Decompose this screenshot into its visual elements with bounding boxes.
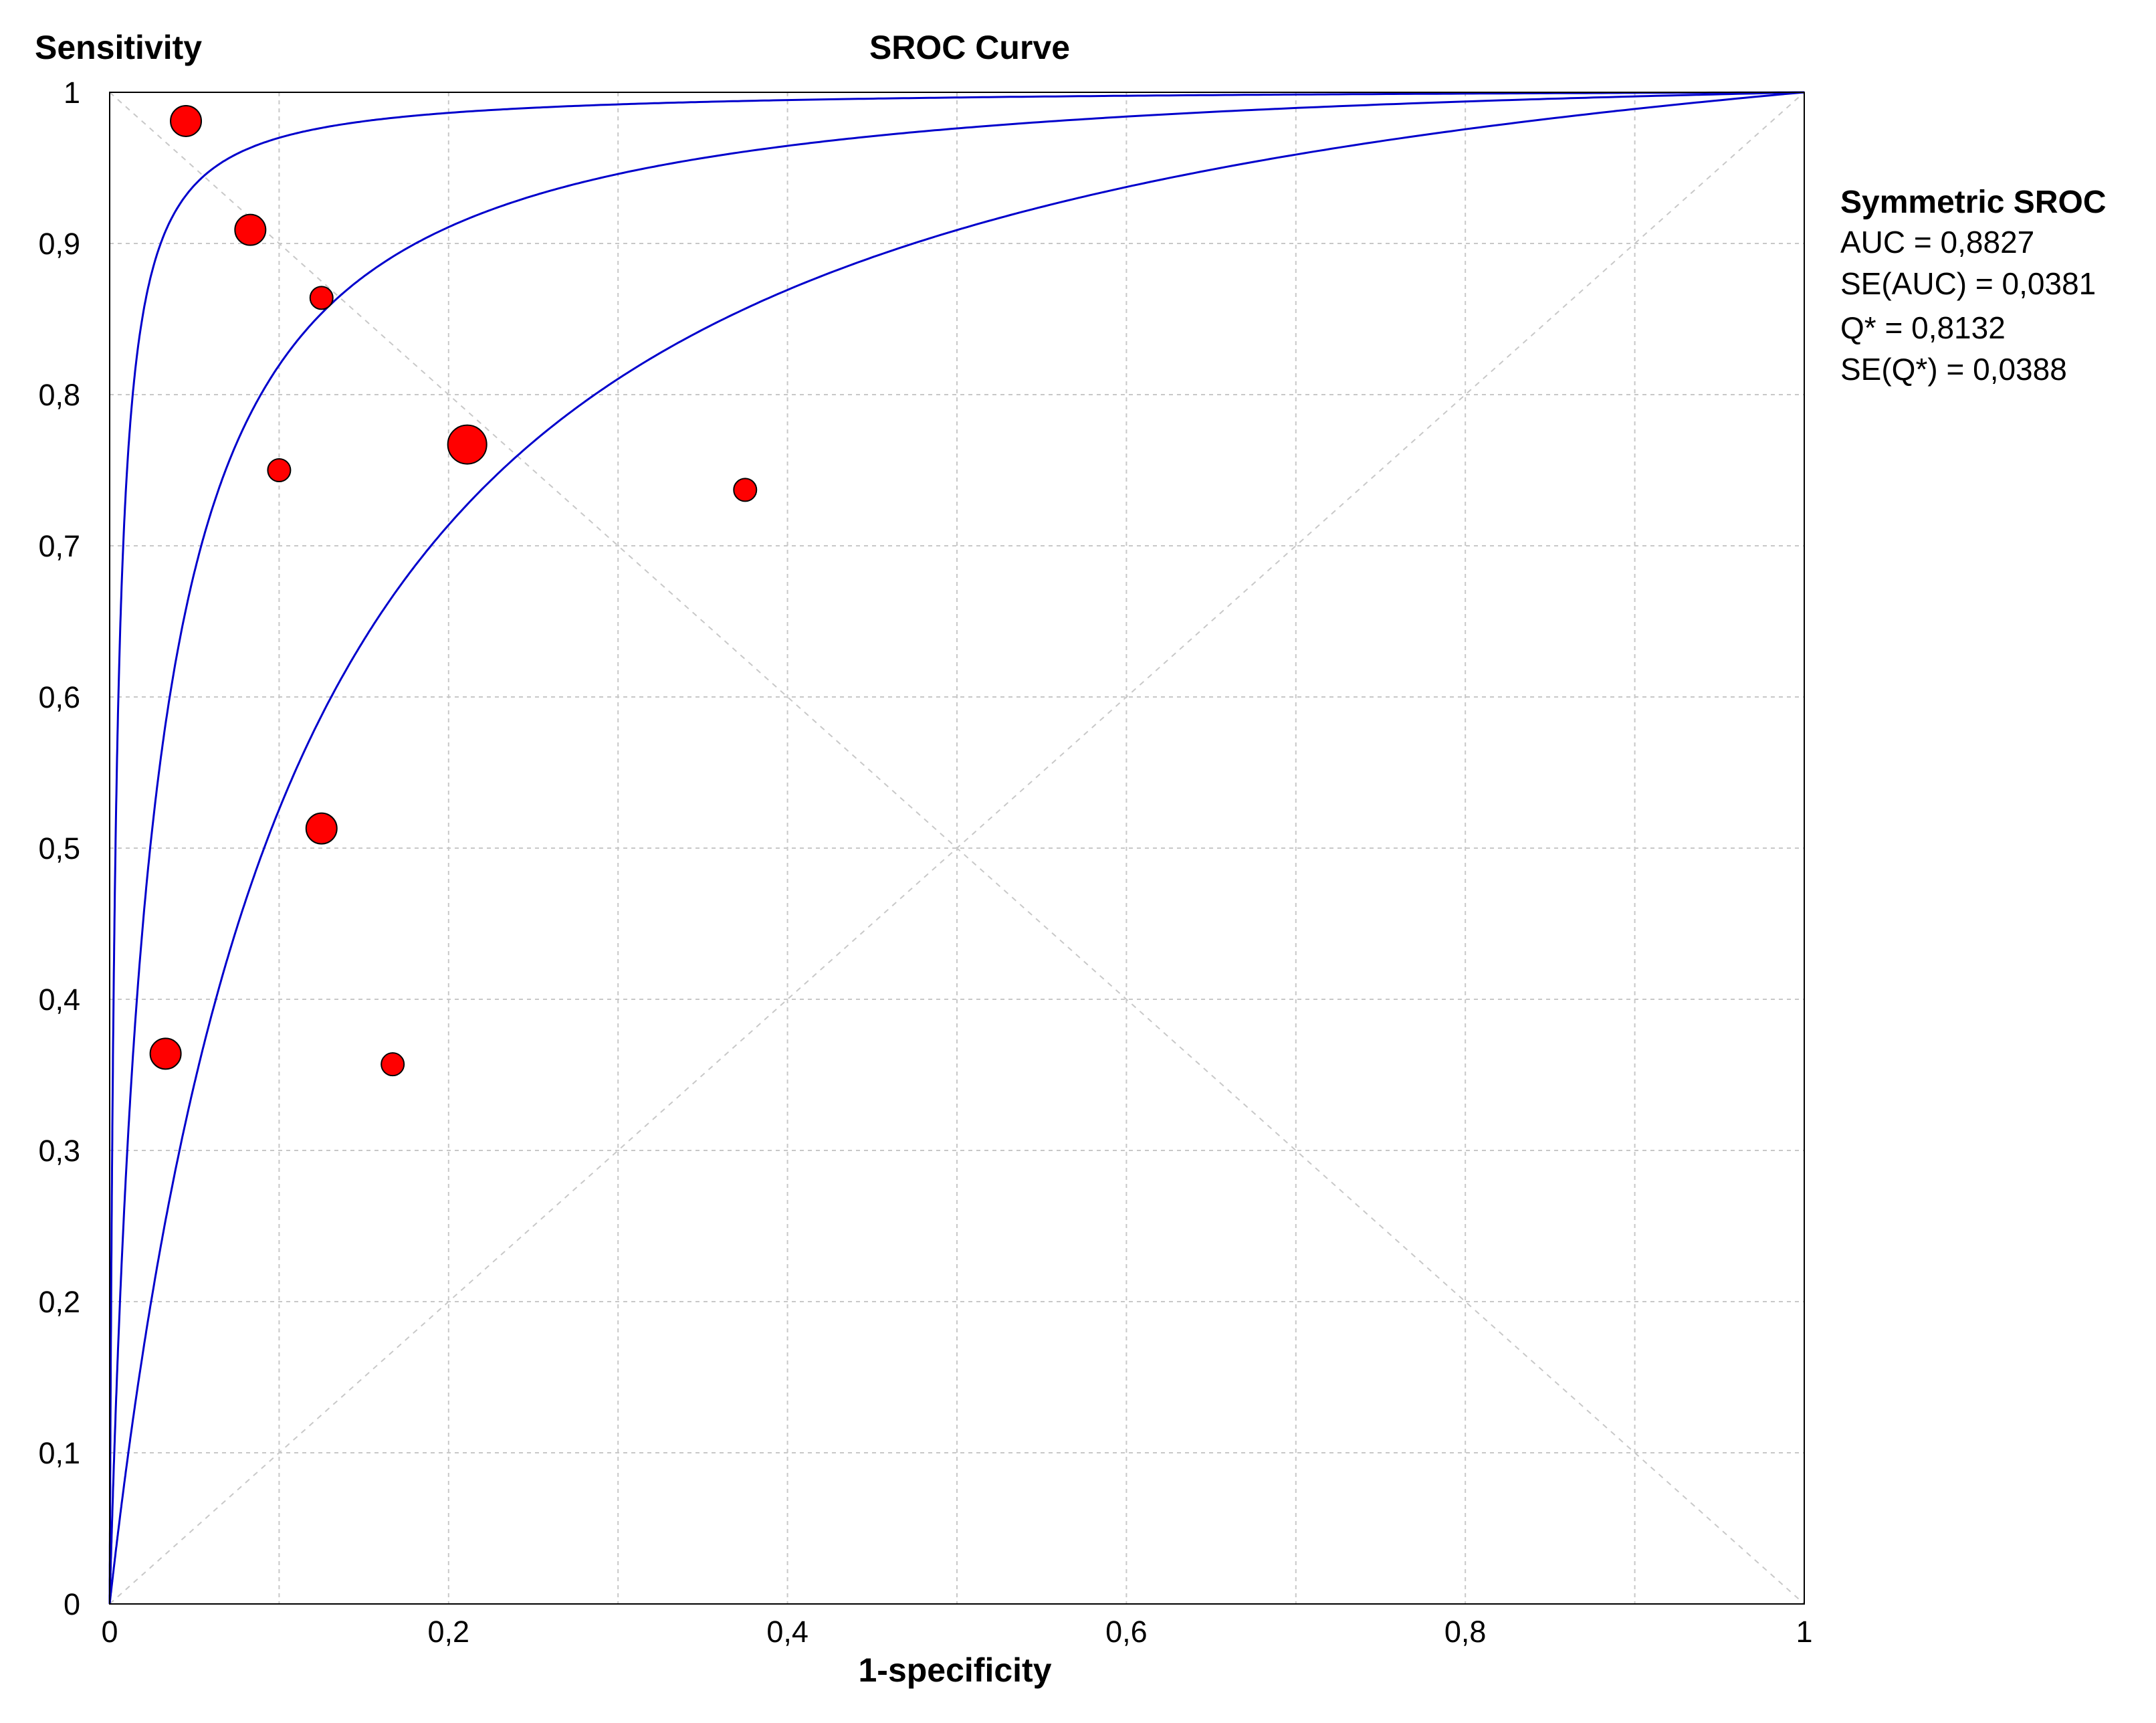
x-tick-label: 0,4: [766, 1615, 808, 1649]
reference-diagonals: [109, 92, 1805, 1605]
y-tick-label: 0,6: [38, 680, 80, 714]
study-point: [170, 104, 203, 137]
study-point: [309, 286, 334, 310]
summary-heading: Symmetric SROC: [1840, 185, 2106, 220]
study-point: [447, 424, 488, 465]
y-tick-label: 0,3: [38, 1134, 80, 1168]
y-tick-label: 0,9: [38, 227, 80, 261]
x-axis-ticks: 0 0,2 0,4 0,6 0,8 1: [101, 1615, 1812, 1649]
study-point: [381, 1052, 405, 1077]
study-points: [149, 104, 758, 1077]
x-axis-label: 1-specificity: [858, 1651, 1051, 1689]
sroc-summary: Symmetric SROC AUC = 0,8827 SE(AUC) = 0,…: [1840, 185, 2106, 387]
q-star-diagonal: [109, 92, 1805, 1605]
sroc-curve-upper: [108, 91, 1804, 1604]
summary-q-star: Q* = 0,8132: [1840, 310, 2006, 345]
y-tick-label: 0,1: [38, 1436, 80, 1470]
x-tick-label: 0,2: [428, 1615, 470, 1649]
y-tick-label: 0,2: [38, 1285, 80, 1319]
sroc-curve-lower: [108, 91, 1805, 1605]
study-point: [149, 1037, 182, 1070]
x-tick-label: 0,8: [1444, 1615, 1487, 1649]
y-tick-label: 0,4: [38, 983, 80, 1017]
y-axis-label: Sensitivity: [35, 29, 202, 66]
plot-area-frame: [109, 92, 1805, 1605]
chart-title: SROC Curve: [869, 29, 1070, 66]
x-tick-label: 0: [101, 1615, 118, 1649]
x-tick-label: 1: [1796, 1615, 1812, 1649]
y-tick-label: 0,7: [38, 529, 80, 563]
study-point: [234, 213, 267, 246]
y-tick-label: 0: [64, 1587, 80, 1621]
study-point: [733, 478, 758, 502]
y-tick-label: 0,8: [38, 378, 80, 412]
summary-se-q-star: SE(Q*) = 0,0388: [1840, 352, 2067, 387]
x-tick-label: 0,6: [1105, 1615, 1148, 1649]
study-point: [305, 812, 338, 845]
y-axis-ticks: 0 0,1 0,2 0,3 0,4 0,5 0,6 0,7 0,8 0,9 1: [38, 76, 80, 1621]
study-point: [267, 458, 292, 482]
y-tick-label: 0,5: [38, 831, 80, 866]
y-tick-label: 1: [64, 76, 80, 110]
summary-se-auc: SE(AUC) = 0,0381: [1840, 266, 2096, 301]
summary-auc: AUC = 0,8827: [1840, 225, 2034, 260]
